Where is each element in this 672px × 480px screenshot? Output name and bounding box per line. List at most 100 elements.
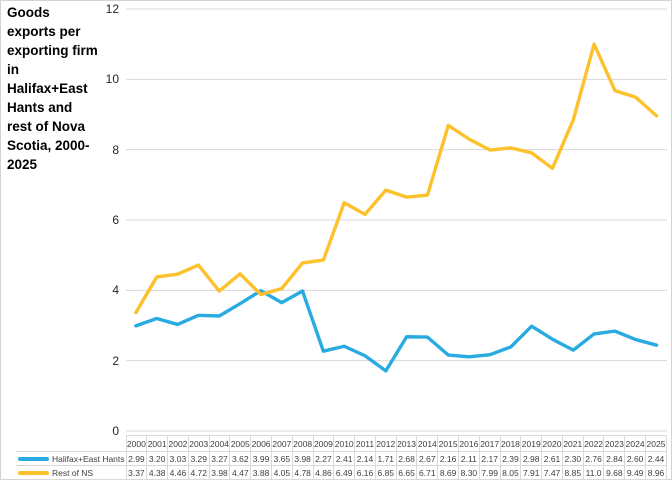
year-cell: 2018 (499, 435, 522, 452)
year-cell: 2013 (395, 435, 418, 452)
year-cell: 2021 (561, 435, 584, 452)
value-cell: 4.72 (187, 465, 210, 480)
value-cell: 6.85 (374, 465, 397, 480)
value-cell: 6.71 (416, 465, 439, 480)
value-cell: 2.76 (582, 451, 605, 466)
legend-label: Rest of NS (52, 467, 94, 478)
table-corner-cell (16, 435, 127, 452)
y-axis-tick-label: 8 (112, 142, 119, 157)
year-cell: 2014 (416, 435, 439, 452)
year-cell: 2001 (146, 435, 169, 452)
value-cell: 2.30 (561, 451, 584, 466)
year-cell: 2010 (333, 435, 356, 452)
value-cell: 4.05 (270, 465, 293, 480)
value-cell: 4.47 (229, 465, 252, 480)
year-cell: 2004 (208, 435, 231, 452)
y-axis-tick-label: 0 (112, 424, 119, 438)
table-header-row: 2000 2001 2002 2003 2004 2005 2006 2007 2008 2009… (16, 435, 667, 452)
year-cell: 2012 (374, 435, 397, 452)
legend-label: Halifax+East Hants (52, 453, 125, 464)
year-cell: 2017 (478, 435, 501, 452)
legend-item-halifax-east-hants: Halifax+East Hants (16, 451, 127, 466)
y-axis-tick-label: 10 (105, 72, 119, 87)
value-cell: 2.44 (645, 451, 667, 466)
year-cell: 2008 (291, 435, 314, 452)
year-cell: 2005 (229, 435, 252, 452)
value-cell: 2.84 (603, 451, 626, 466)
year-cell: 2015 (437, 435, 459, 452)
series-line-halifax-east-hants (134, 288, 659, 373)
value-cell: 2.68 (395, 451, 418, 466)
table-row: Rest of NS 3.37 4.38 4.46 4.72 3.98 4.47 3.88 4.… (16, 465, 667, 480)
value-cell: 8.05 (499, 465, 522, 480)
value-cell: 8.96 (645, 465, 667, 480)
value-cell: 4.38 (146, 465, 169, 480)
value-cell: 3.27 (208, 451, 231, 466)
value-cell: 3.88 (250, 465, 272, 480)
year-cell: 2011 (354, 435, 376, 452)
legend-line-icon (18, 470, 49, 475)
year-cell: 2022 (582, 435, 605, 452)
legend-cell: Halifax+East Hants (18, 453, 125, 464)
value-cell: 3.62 (229, 451, 252, 466)
chart-title: Goods exports per exporting firm in Hali… (7, 5, 98, 172)
year-cell: 2019 (520, 435, 543, 452)
legend-line-icon (18, 456, 49, 461)
value-cell: 6.16 (354, 465, 376, 480)
value-cell: 1.71 (374, 451, 397, 466)
value-cell: 2.16 (437, 451, 459, 466)
y-axis-tick-label: 6 (112, 213, 119, 227)
year-cell: 2016 (458, 435, 480, 452)
value-cell: 4.78 (291, 465, 314, 480)
y-axis-tick-label: 2 (112, 353, 119, 368)
data-table: 2000 2001 2002 2003 2004 2005 2006 2007 2008 2009… (16, 435, 667, 480)
value-cell: 9.49 (624, 465, 647, 480)
year-cell: 2025 (645, 435, 667, 452)
value-cell: 9.68 (603, 465, 626, 480)
y-axis-tick-label: 12 (105, 2, 119, 16)
value-cell: 2.61 (541, 451, 563, 466)
year-cell: 2020 (541, 435, 563, 452)
value-cell: 3.20 (146, 451, 169, 466)
value-cell: 2.39 (499, 451, 522, 466)
y-axis-tick-label: 4 (112, 283, 119, 298)
value-cell: 8.30 (458, 465, 480, 480)
year-cell: 2023 (603, 435, 626, 452)
value-cell: 7.47 (541, 465, 563, 480)
value-cell: 4.86 (312, 465, 335, 480)
value-cell: 3.98 (291, 451, 314, 466)
value-cell: 8.69 (437, 465, 459, 480)
value-cell: 11.0 (582, 465, 605, 480)
value-cell: 2.14 (354, 451, 376, 466)
value-cell: 2.27 (312, 451, 335, 466)
value-cell: 2.41 (333, 451, 356, 466)
year-cell: 2002 (167, 435, 189, 452)
value-cell: 7.91 (520, 465, 543, 480)
value-cell: 3.29 (187, 451, 210, 466)
value-cell: 2.67 (416, 451, 439, 466)
year-cell: 2009 (312, 435, 335, 452)
value-cell: 6.49 (333, 465, 356, 480)
year-cell: 2006 (250, 435, 272, 452)
series-line-rest-of-ns (134, 42, 659, 315)
value-cell: 3.37 (125, 465, 148, 480)
legend-cell: Rest of NS (18, 467, 125, 478)
value-cell: 6.65 (395, 465, 418, 480)
year-cell: 2000 (125, 435, 148, 452)
value-cell: 3.65 (270, 451, 293, 466)
value-cell: 3.03 (167, 451, 189, 466)
value-cell: 4.46 (167, 465, 189, 480)
value-cell: 2.98 (520, 451, 543, 466)
legend-item-rest-of-ns: Rest of NS (16, 465, 127, 480)
value-cell: 2.60 (624, 451, 647, 466)
year-cell: 2003 (187, 435, 210, 452)
value-cell: 2.11 (458, 451, 480, 466)
value-cell: 8.85 (561, 465, 584, 480)
table-row: Halifax+East Hants 2.99 3.20 3.03 3.29 3.27 3.… (16, 451, 667, 466)
year-cell: 2024 (624, 435, 647, 452)
year-cell: 2007 (270, 435, 293, 452)
value-cell: 2.17 (478, 451, 501, 466)
value-cell: 7.99 (478, 465, 501, 480)
value-cell: 3.99 (250, 451, 272, 466)
